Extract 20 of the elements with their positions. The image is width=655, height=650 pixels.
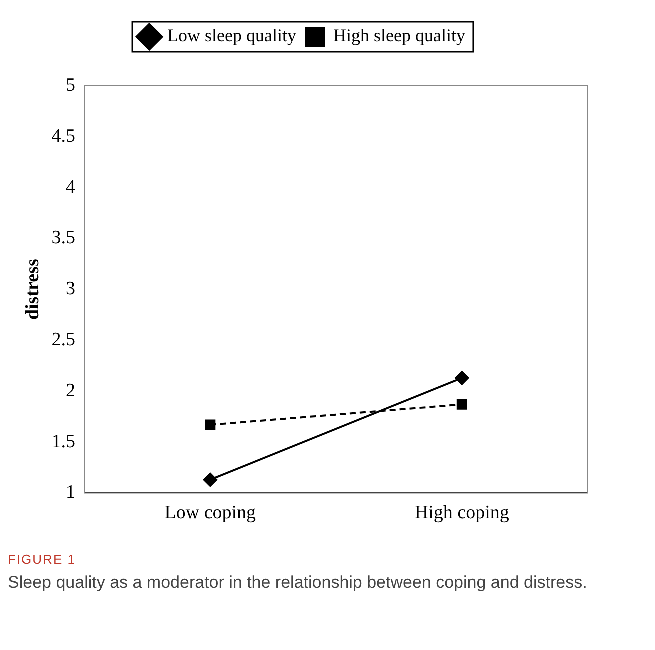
point [456, 399, 468, 410]
point [455, 371, 470, 386]
y-tick-label: 1.5 [52, 431, 76, 452]
y-axis-title: distress [22, 259, 44, 320]
y-tick-label: 4 [66, 176, 76, 198]
y-tick-label: 5 [66, 74, 76, 96]
y-tick-label: 4.5 [52, 126, 76, 147]
caption: FIGURE 1 [8, 552, 77, 567]
point [203, 472, 218, 487]
text: Sleep quality as a moderator in the relationship between coping and distress. [8, 572, 588, 594]
x-tick-label: High coping [414, 502, 510, 524]
point [205, 420, 216, 430]
y-tick-label: 1 [66, 482, 76, 504]
y-tick-label: 3.5 [52, 228, 76, 249]
legend-label: High sleep quality [333, 26, 466, 46]
y-tick-label: 2.5 [52, 329, 76, 350]
legend-label: Low sleep quality [168, 26, 297, 46]
x-tick-label: Low coping [164, 502, 257, 524]
y-tick-label: 3 [66, 278, 76, 300]
y-tick-label: 2 [66, 380, 76, 402]
